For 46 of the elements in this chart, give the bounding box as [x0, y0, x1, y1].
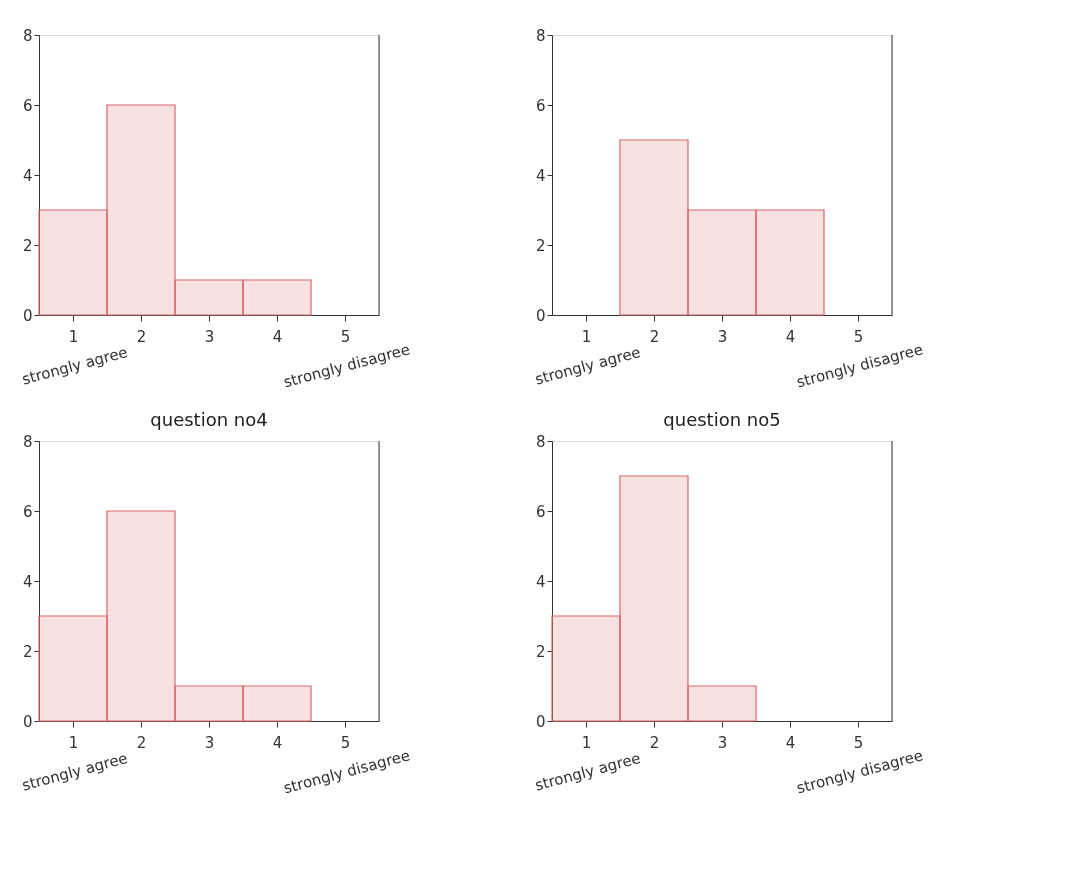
x-tick-label: 1 [581, 327, 592, 346]
x-tick-label: 1 [68, 327, 79, 346]
x-tick-label: 4 [785, 327, 796, 346]
x-tick-label: 4 [272, 327, 283, 346]
y-tick-label: 0 [22, 712, 33, 731]
y-tick-label: 8 [535, 432, 546, 451]
x-tick-label: 1 [68, 733, 79, 752]
x-tick-label: 2 [649, 733, 660, 752]
y-tick-label: 0 [535, 306, 546, 325]
x-tick-label: 2 [136, 733, 147, 752]
y-tick-label: 6 [22, 96, 33, 115]
y-tick-label: 4 [22, 166, 33, 185]
y-tick-label: 8 [22, 432, 33, 451]
x-tick-label: 3 [204, 733, 215, 752]
x-tick-label: 4 [272, 733, 283, 752]
y-tick-label: 8 [535, 26, 546, 45]
x-tick-label: 3 [717, 733, 728, 752]
y-tick-label: 4 [22, 572, 33, 591]
y-tick-label: 4 [535, 572, 546, 591]
x-tick-label: 5 [853, 733, 864, 752]
y-tick-label: 2 [535, 642, 546, 661]
x-tick-label: 3 [204, 327, 215, 346]
y-tick-label: 6 [535, 502, 546, 521]
x-tick-label: 1 [581, 733, 592, 752]
x-tick-label: 5 [340, 733, 351, 752]
text: strongly agree [20, 343, 130, 389]
text: strongly agree [533, 343, 643, 389]
y-tick-label: 6 [22, 502, 33, 521]
y-tick-label: 8 [22, 26, 33, 45]
x-tick-label: 3 [717, 327, 728, 346]
x-tick-label: 2 [649, 327, 660, 346]
x-tick-label: 4 [785, 733, 796, 752]
text: strongly agree [533, 749, 643, 795]
chart-title: question no5 [663, 409, 781, 430]
chart-title: question no4 [150, 409, 268, 430]
text: strongly agree [20, 749, 130, 795]
y-tick-label: 4 [535, 166, 546, 185]
y-tick-label: 0 [22, 306, 33, 325]
x-tick-label: 2 [136, 327, 147, 346]
y-tick-label: 2 [535, 236, 546, 255]
x-tick-label: 5 [340, 327, 351, 346]
y-tick-label: 6 [535, 96, 546, 115]
y-tick-label: 2 [22, 642, 33, 661]
y-tick-label: 2 [22, 236, 33, 255]
x-tick-label: 5 [853, 327, 864, 346]
y-tick-label: 0 [535, 712, 546, 731]
